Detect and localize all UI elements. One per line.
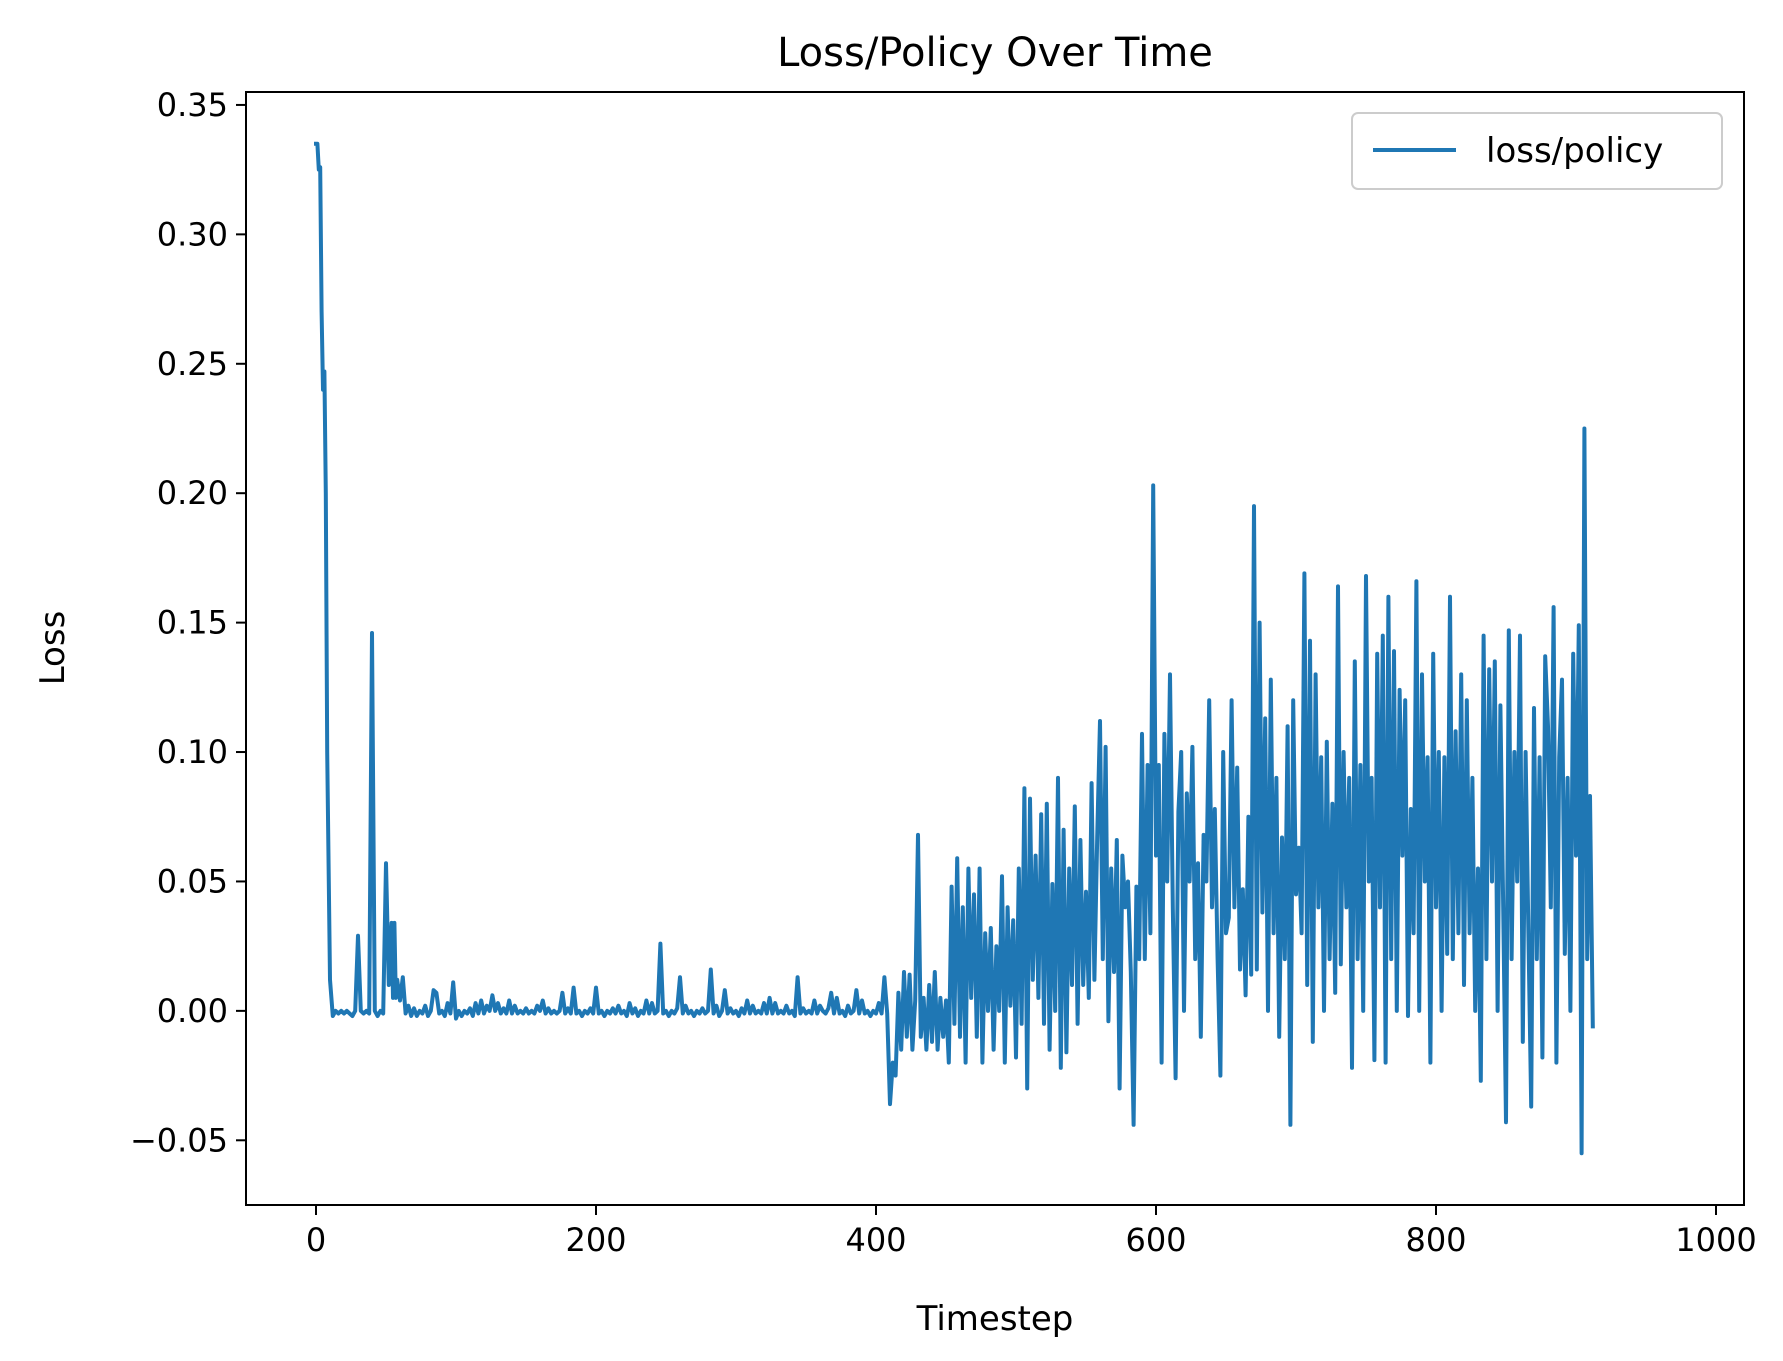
x-tick-label: 200 bbox=[565, 1221, 626, 1259]
y-axis: −0.05 0.00 0.05 0.10 0.15 0.20 0.25 0.30 0.35 bbox=[130, 86, 246, 1159]
y-tick-label: −0.05 bbox=[130, 1121, 228, 1159]
y-tick-label: 0.25 bbox=[157, 345, 228, 383]
y-tick-label: 0.00 bbox=[157, 992, 228, 1030]
series-line-1 bbox=[314, 141, 1595, 1156]
chart-title: Loss/Policy Over Time bbox=[777, 30, 1213, 76]
x-axis-label: Timestep bbox=[916, 1299, 1074, 1339]
y-axis-label: Loss bbox=[33, 611, 73, 686]
y-tick-label: 0.15 bbox=[157, 604, 228, 642]
x-tick-label: 800 bbox=[1405, 1221, 1466, 1259]
y-tick-label: 0.20 bbox=[157, 474, 228, 512]
y-tick-label: 0.05 bbox=[157, 862, 228, 900]
x-tick-label: 400 bbox=[845, 1221, 906, 1259]
y-tick-label: 0.10 bbox=[157, 733, 228, 771]
y-tick-label: 0.30 bbox=[157, 215, 228, 253]
x-tick-label: 1000 bbox=[1675, 1221, 1756, 1259]
x-tick-label: 0 bbox=[306, 1221, 326, 1259]
legend-label: loss/policy bbox=[1486, 131, 1663, 171]
x-tick-label: 600 bbox=[1125, 1221, 1186, 1259]
x-axis: 0 200 400 600 800 1000 bbox=[306, 1205, 1757, 1259]
legend-box bbox=[1351, 112, 1723, 190]
y-tick-label: 0.35 bbox=[157, 86, 228, 124]
legend: loss/policy bbox=[1351, 112, 1723, 190]
series-layer bbox=[314, 141, 1595, 1156]
plot-frame bbox=[245, 91, 1745, 1206]
plot-area bbox=[245, 91, 1745, 1206]
